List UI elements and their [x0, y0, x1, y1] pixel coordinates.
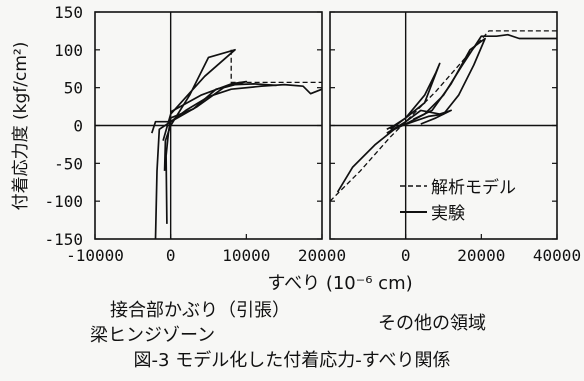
left-panel: -150 -100 -50 0 50 100 150 -10000 0 10000 20000 — [44, 3, 346, 265]
right-series-experiment-2 — [386, 62, 441, 131]
left-xtick-label: 0 — [166, 246, 176, 265]
left-ytick-label: -100 — [44, 192, 83, 211]
right-series-experiment-4 — [386, 109, 452, 134]
right-panel: 0 20000 40000 — [329, 11, 581, 265]
left-ytick-label: 100 — [54, 41, 83, 60]
left-xtick-label: 10000 — [222, 246, 270, 265]
right-xtick-label: 0 — [401, 246, 411, 265]
left-ytick-label: 150 — [54, 3, 83, 22]
left-series-model-0 — [230, 49, 322, 84]
x-axis-title: すべり (10⁻⁶ cm) — [267, 273, 412, 294]
left-ytick-label: -150 — [44, 230, 83, 249]
left-xtick-label: -10000 — [66, 246, 124, 265]
figure-caption: 図-3 モデル化した付着応力-すべり関係 — [134, 350, 451, 371]
legend: 解析モデル 実験 — [400, 177, 516, 224]
right-series-model-0 — [329, 30, 557, 202]
right-series-experiment-1 — [336, 33, 557, 193]
left-ytick-label: 0 — [73, 117, 83, 136]
right-xtick-label: 40000 — [533, 246, 581, 265]
y-axis-title: 付着応力度 (kgf/cm²) — [11, 42, 31, 211]
right-xtick-label: 20000 — [457, 246, 505, 265]
left-ytick-label: -50 — [54, 154, 83, 173]
left-xtick-label: 20000 — [298, 246, 346, 265]
legend-label-model: 解析モデル — [431, 177, 516, 198]
right-series-experiment-3 — [397, 37, 486, 128]
left-panel-caption-line1: 接合部かぶり（引張） — [110, 300, 290, 321]
legend-label-experiment: 実験 — [431, 204, 465, 224]
left-ytick-label: 50 — [64, 79, 83, 98]
left-series-experiment-1 — [154, 83, 323, 240]
right-panel-caption: その他の領域 — [378, 313, 486, 334]
left-panel-caption-line2: 梁ヒンジゾーン — [90, 325, 215, 346]
left-series-experiment-4 — [150, 80, 248, 134]
left-series-experiment-3 — [162, 48, 236, 171]
